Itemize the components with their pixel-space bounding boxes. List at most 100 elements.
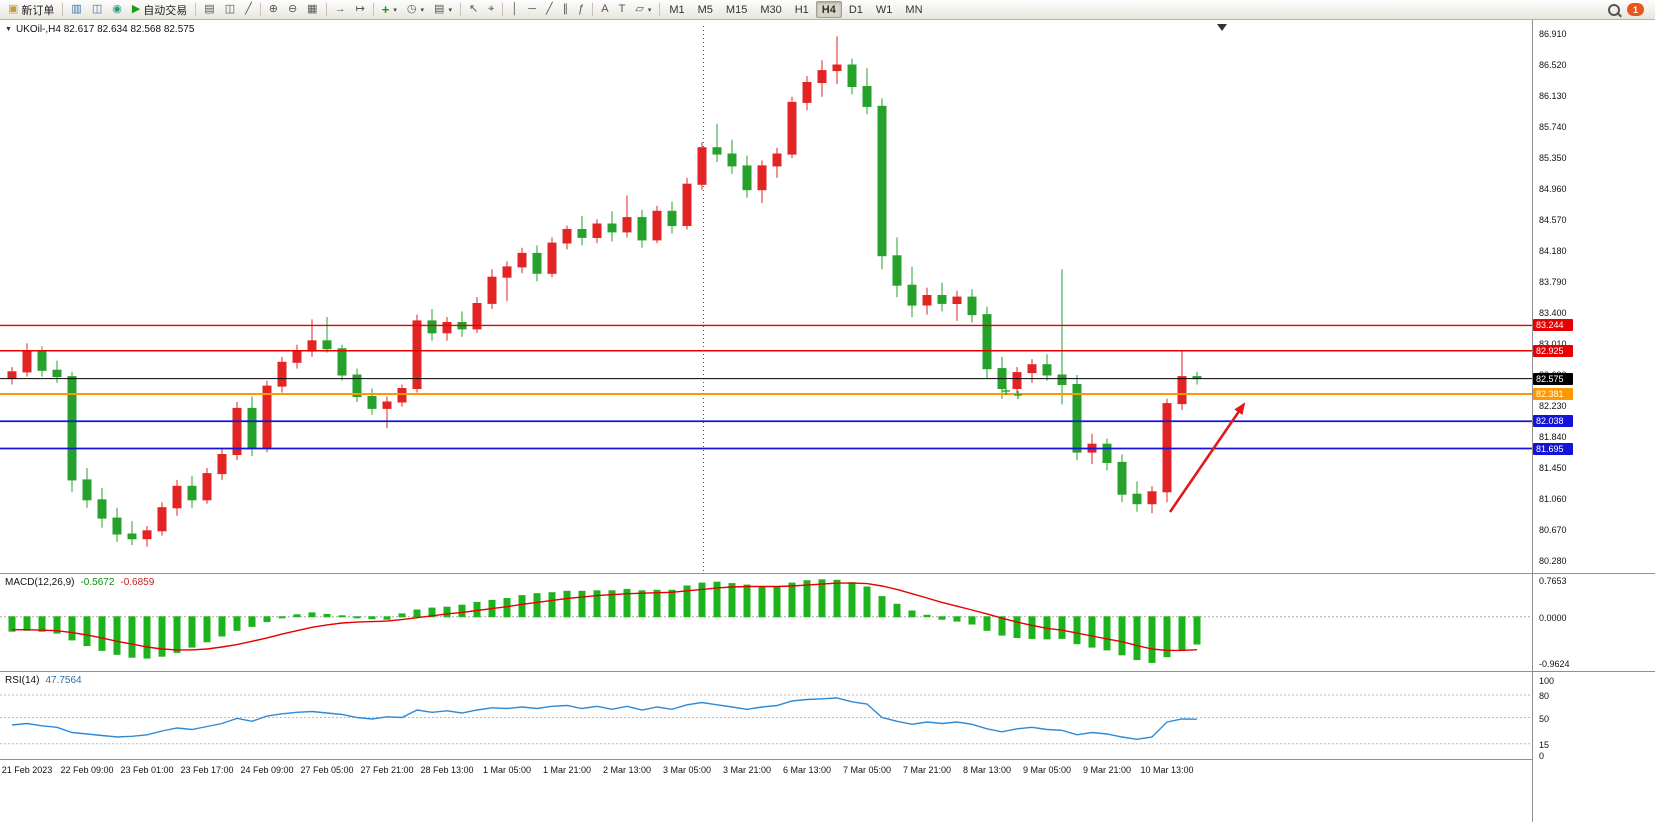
cursor-button[interactable]: ↖: [464, 1, 483, 18]
chart-title: ▼ UKOil-,H4 82.617 82.634 82.568 82.575: [5, 24, 194, 35]
grid-toggle-button[interactable]: ▦: [302, 1, 322, 18]
time-axis-label: 23 Feb 17:00: [180, 765, 234, 775]
shapes-button[interactable]: ▱ ▾: [630, 1, 656, 18]
new-order-button[interactable]: ▣ 新订单: [3, 1, 59, 18]
macd-bar: [233, 616, 241, 631]
timeframe-button-h4[interactable]: H4: [815, 1, 842, 18]
notification-badge[interactable]: 1: [1627, 3, 1644, 16]
time-axis-label: 28 Feb 13:00: [420, 765, 474, 775]
macd-bar: [773, 586, 781, 618]
timeframe-button-w1[interactable]: W1: [870, 1, 899, 18]
crosshair-button[interactable]: ⌖: [483, 1, 499, 18]
candle-body: [307, 340, 317, 352]
main-chart-panel[interactable]: ▼ UKOil-,H4 82.617 82.634 82.568 82.575: [0, 20, 1532, 573]
auto-trading-play-icon: ▶: [131, 3, 141, 15]
price-scale-column[interactable]: 86.910 86.520 86.130 85.740 85.350 84.960 84.5…: [1532, 20, 1655, 822]
timeframe-button-m5[interactable]: M5: [692, 1, 719, 18]
macd-main-value: -0.5672: [80, 577, 115, 588]
candle-body: [442, 322, 452, 334]
candle-body: [232, 407, 242, 455]
candle-body: [52, 369, 62, 378]
main-price-axis[interactable]: 86.910 86.520 86.130 85.740 85.350 84.960 84.5…: [1533, 20, 1655, 573]
line-chart-mode-button[interactable]: ╱: [240, 1, 257, 18]
macd-bar: [923, 614, 931, 618]
fibonacci-button[interactable]: ƒ: [573, 1, 589, 18]
candle-body: [292, 350, 302, 363]
chart-shift-button[interactable]: ↦: [351, 1, 370, 18]
candle-body: [757, 165, 767, 191]
candle-body: [952, 296, 962, 305]
macd-bar: [8, 616, 16, 632]
candle-body: [322, 340, 332, 350]
auto-scroll-button[interactable]: →: [330, 1, 351, 18]
macd-bar: [938, 616, 946, 620]
macd-axis[interactable]: 0.7653 0.0000 -0.9624: [1533, 573, 1655, 671]
channel-button[interactable]: ∥: [558, 1, 574, 18]
indicators-button[interactable]: + ▾: [377, 1, 402, 18]
rsi-axis[interactable]: 100 80 50 15 0: [1533, 671, 1655, 761]
search-button[interactable]: [1603, 1, 1625, 18]
arrow-annotation[interactable]: [1168, 402, 1246, 513]
macd-bar: [308, 612, 316, 618]
time-axis[interactable]: 21 Feb 2023 22 Feb 09:00 23 Feb 01:00 23 Fe…: [0, 759, 1532, 784]
timeframe-button-m1[interactable]: M1: [663, 1, 690, 18]
timeframe-button-h1[interactable]: H1: [789, 1, 815, 18]
market-watch-button[interactable]: ◉: [107, 1, 127, 18]
candle-body: [262, 385, 272, 449]
candlestick-mode-button[interactable]: ◫: [220, 1, 240, 18]
macd-bar: [953, 616, 961, 622]
candle-body: [847, 64, 857, 87]
zoom-in-icon: ⊕: [268, 3, 278, 15]
bar-chart-mode-button[interactable]: ▤: [199, 1, 219, 18]
candle-body: [727, 153, 737, 167]
horizontal-line-button[interactable]: ─: [523, 1, 541, 18]
rsi-axis-label: 80: [1539, 691, 1550, 701]
candle-body: [37, 350, 47, 371]
periods-button[interactable]: ◷ ▾: [402, 1, 429, 18]
timeframe-button-mn[interactable]: MN: [899, 1, 928, 18]
auto-trading-button[interactable]: ▶ 自动交易: [127, 1, 192, 18]
candle-body: [922, 295, 932, 306]
macd-signal-value: -0.6859: [120, 577, 155, 588]
candle-body: [982, 314, 992, 370]
macd-bar: [1133, 616, 1141, 661]
macd-bar: [728, 583, 736, 618]
zoom-out-button[interactable]: ⊖: [283, 1, 302, 18]
time-axis-label: 27 Feb 21:00: [360, 765, 414, 775]
terminal-button[interactable]: ▥: [66, 1, 86, 18]
macd-bar: [218, 616, 226, 637]
template-button[interactable]: ▤ ▾: [429, 1, 457, 18]
time-axis-label: 3 Mar 05:00: [662, 765, 712, 775]
candle-body: [802, 82, 812, 103]
macd-canvas: [0, 579, 1532, 663]
timeframe-button-d1[interactable]: D1: [843, 1, 869, 18]
text-button[interactable]: A: [596, 1, 613, 18]
macd-bar: [968, 616, 976, 625]
candle-body: [1027, 364, 1037, 374]
macd-label: MACD(12,26,9) -0.5672 -0.6859: [5, 577, 154, 588]
rsi-line: [11, 697, 1198, 741]
price-axis-label: 86.910: [1539, 29, 1567, 39]
charts-window-button[interactable]: ◫: [87, 1, 107, 18]
macd-indicator-panel[interactable]: MACD(12,26,9) -0.5672 -0.6859: [0, 573, 1532, 671]
timeframe-toolbar: M1 M5 M15 M30 H1 H4 D1 W1 MN: [663, 1, 928, 18]
rsi-axis-label: 0: [1539, 751, 1545, 761]
zoom-in-button[interactable]: ⊕: [264, 1, 283, 18]
terminal-icon: ▥: [71, 3, 82, 15]
candle-body: [337, 348, 347, 376]
search-icon: [1608, 3, 1620, 16]
vertical-line-button[interactable]: │: [506, 1, 523, 18]
candle-body: [1057, 374, 1067, 385]
macd-bar: [788, 582, 796, 618]
macd-bar: [1013, 616, 1021, 638]
symbol-ohlc-readout: UKOil-,H4 82.617 82.634 82.568 82.575: [15, 24, 195, 35]
rsi-indicator-panel[interactable]: RSI(14) 47.7564: [0, 671, 1532, 759]
symbol-dropdown-icon[interactable]: ▼: [5, 26, 12, 33]
macd-axis-label: 0.0000: [1539, 612, 1567, 623]
text-label-button[interactable]: T: [614, 1, 631, 18]
macd-bar: [158, 616, 166, 657]
price-tag-81.695: 81.695: [1533, 442, 1573, 455]
trendline-button[interactable]: ╱: [541, 1, 558, 18]
timeframe-button-m15[interactable]: M15: [720, 1, 753, 18]
timeframe-button-m30[interactable]: M30: [754, 1, 787, 18]
